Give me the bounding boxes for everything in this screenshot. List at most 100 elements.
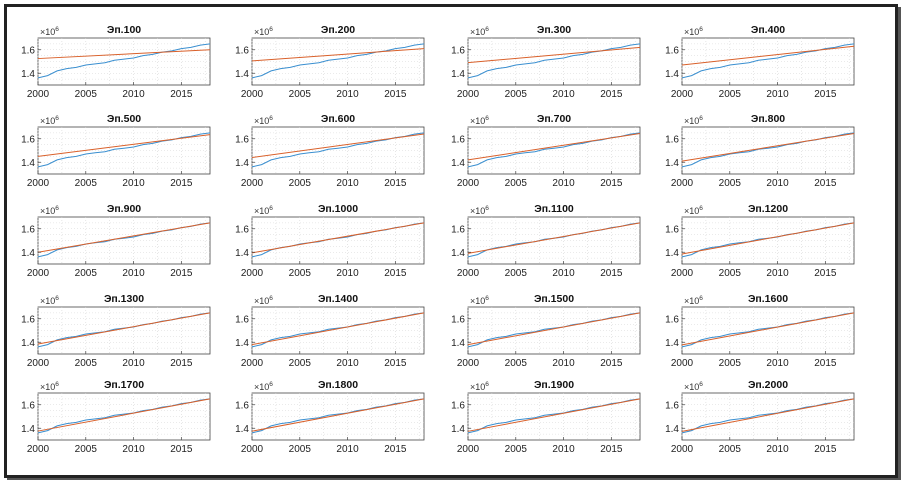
- panel-13: Эп.1300 ×106 1.4 1.6 2000 2005 2010 2015: [21, 293, 211, 369]
- fit-series-line: [681, 132, 855, 162]
- fit-series-line: [681, 45, 855, 66]
- y-tick-label: 1.6: [665, 400, 679, 411]
- y-multiplier-label: ×106: [470, 26, 489, 37]
- panel-18: Эп.1800 ×106 1.4 1.6 2000 2005 2010 2015: [235, 379, 425, 455]
- y-tick-label: 1.4: [235, 69, 249, 80]
- x-tick-label: 2010: [122, 178, 145, 189]
- fit-series-line: [681, 222, 855, 255]
- x-tick-label: 2010: [122, 268, 145, 279]
- y-tick-label: 1.4: [665, 424, 679, 435]
- axes-box: [467, 216, 641, 265]
- y-tick-label: 1.4: [235, 248, 249, 259]
- y-multiplier-label: ×106: [684, 381, 703, 392]
- fit-series-line: [467, 132, 641, 161]
- axes-box: [251, 126, 425, 175]
- x-tick-label: 2015: [600, 268, 623, 279]
- y-tick-label: 1.6: [235, 314, 249, 325]
- y-multiplier-label: ×106: [254, 115, 273, 126]
- panel-8: Эп.800 ×106 1.4 1.6 2000 2005 2010 2015: [665, 113, 855, 189]
- x-tick-label: 2015: [384, 268, 407, 279]
- panel-3: Эп.300 ×106 1.4 1.6 2000 2005 2010 2015: [451, 24, 641, 100]
- y-tick-label: 1.6: [451, 400, 465, 411]
- x-tick-label: 2005: [289, 358, 312, 369]
- panel-title: Эп.100: [107, 24, 141, 36]
- fit-series-line: [37, 398, 211, 432]
- y-tick-label: 1.4: [235, 338, 249, 349]
- panel-19: Эп.1900 ×106 1.4 1.6 2000 2005 2010 2015: [451, 379, 641, 455]
- panel-17: Эп.1700 ×106 1.4 1.6 2000 2005 2010 2015: [21, 379, 211, 455]
- fit-series-line: [37, 312, 211, 345]
- y-tick-label: 1.6: [665, 45, 679, 56]
- y-multiplier-label: ×106: [470, 205, 489, 216]
- axes-box: [681, 126, 855, 175]
- x-tick-label: 2005: [289, 178, 312, 189]
- x-tick-label: 2005: [719, 178, 742, 189]
- x-tick-label: 2005: [75, 89, 98, 100]
- x-tick-label: 2005: [505, 358, 528, 369]
- x-tick-label: 2015: [814, 358, 837, 369]
- y-multiplier-label: ×106: [254, 205, 273, 216]
- x-tick-label: 2015: [600, 444, 623, 455]
- x-tick-label: 2015: [384, 89, 407, 100]
- fit-series-line: [37, 134, 211, 157]
- y-tick-label: 1.4: [665, 69, 679, 80]
- observed-series-line: [251, 43, 425, 79]
- y-tick-label: 1.6: [235, 224, 249, 235]
- y-tick-label: 1.4: [451, 69, 465, 80]
- x-tick-label: 2005: [719, 268, 742, 279]
- panel-7: Эп.700 ×106 1.4 1.6 2000 2005 2010 2015: [451, 113, 641, 189]
- panel-title: Эп.1100: [534, 203, 574, 215]
- y-tick-label: 1.4: [451, 158, 465, 169]
- fit-series-line: [681, 398, 855, 432]
- y-tick-label: 1.4: [451, 248, 465, 259]
- fit-series-line: [251, 398, 425, 432]
- observed-series-line: [251, 312, 425, 348]
- axes-box: [681, 216, 855, 265]
- x-tick-label: 2015: [384, 444, 407, 455]
- y-tick-label: 1.4: [665, 158, 679, 169]
- y-tick-label: 1.4: [21, 158, 35, 169]
- panel-title: Эп.1400: [318, 293, 358, 305]
- x-tick-label: 2015: [814, 268, 837, 279]
- x-tick-label: 2000: [241, 89, 264, 100]
- fit-series-line: [467, 398, 641, 432]
- x-tick-label: 2015: [384, 178, 407, 189]
- y-tick-label: 1.6: [451, 224, 465, 235]
- axes-box: [467, 392, 641, 441]
- y-tick-label: 1.6: [21, 45, 35, 56]
- x-tick-label: 2010: [766, 268, 789, 279]
- fit-series-line: [251, 222, 425, 254]
- fit-series-line: [467, 46, 641, 64]
- x-tick-label: 2000: [241, 268, 264, 279]
- y-tick-label: 1.6: [21, 134, 35, 145]
- x-tick-label: 2005: [505, 178, 528, 189]
- x-tick-label: 2010: [122, 444, 145, 455]
- x-tick-label: 2010: [122, 358, 145, 369]
- x-tick-label: 2010: [766, 444, 789, 455]
- y-multiplier-label: ×106: [470, 295, 489, 306]
- panel-title: Эп.1200: [748, 203, 788, 215]
- y-multiplier-label: ×106: [684, 295, 703, 306]
- x-tick-label: 2005: [289, 89, 312, 100]
- y-tick-label: 1.6: [451, 134, 465, 145]
- y-tick-label: 1.6: [451, 314, 465, 325]
- x-tick-label: 2000: [671, 89, 694, 100]
- y-multiplier-label: ×106: [684, 115, 703, 126]
- x-tick-label: 2010: [766, 178, 789, 189]
- x-tick-label: 2015: [814, 89, 837, 100]
- y-tick-label: 1.6: [665, 224, 679, 235]
- observed-series-line: [681, 43, 855, 79]
- axes-box: [681, 392, 855, 441]
- y-multiplier-label: ×106: [40, 205, 59, 216]
- axes-box: [251, 216, 425, 265]
- panel-title: Эп.400: [751, 24, 785, 36]
- fit-series-line: [251, 48, 425, 62]
- x-tick-label: 2010: [122, 89, 145, 100]
- observed-series-line: [681, 312, 855, 348]
- y-multiplier-label: ×106: [254, 381, 273, 392]
- panel-title: Эп.500: [107, 113, 141, 125]
- panel-4: Эп.400 ×106 1.4 1.6 2000 2005 2010 2015: [665, 24, 855, 100]
- x-tick-label: 2005: [75, 358, 98, 369]
- panel-6: Эп.600 ×106 1.4 1.6 2000 2005 2010 2015: [235, 113, 425, 189]
